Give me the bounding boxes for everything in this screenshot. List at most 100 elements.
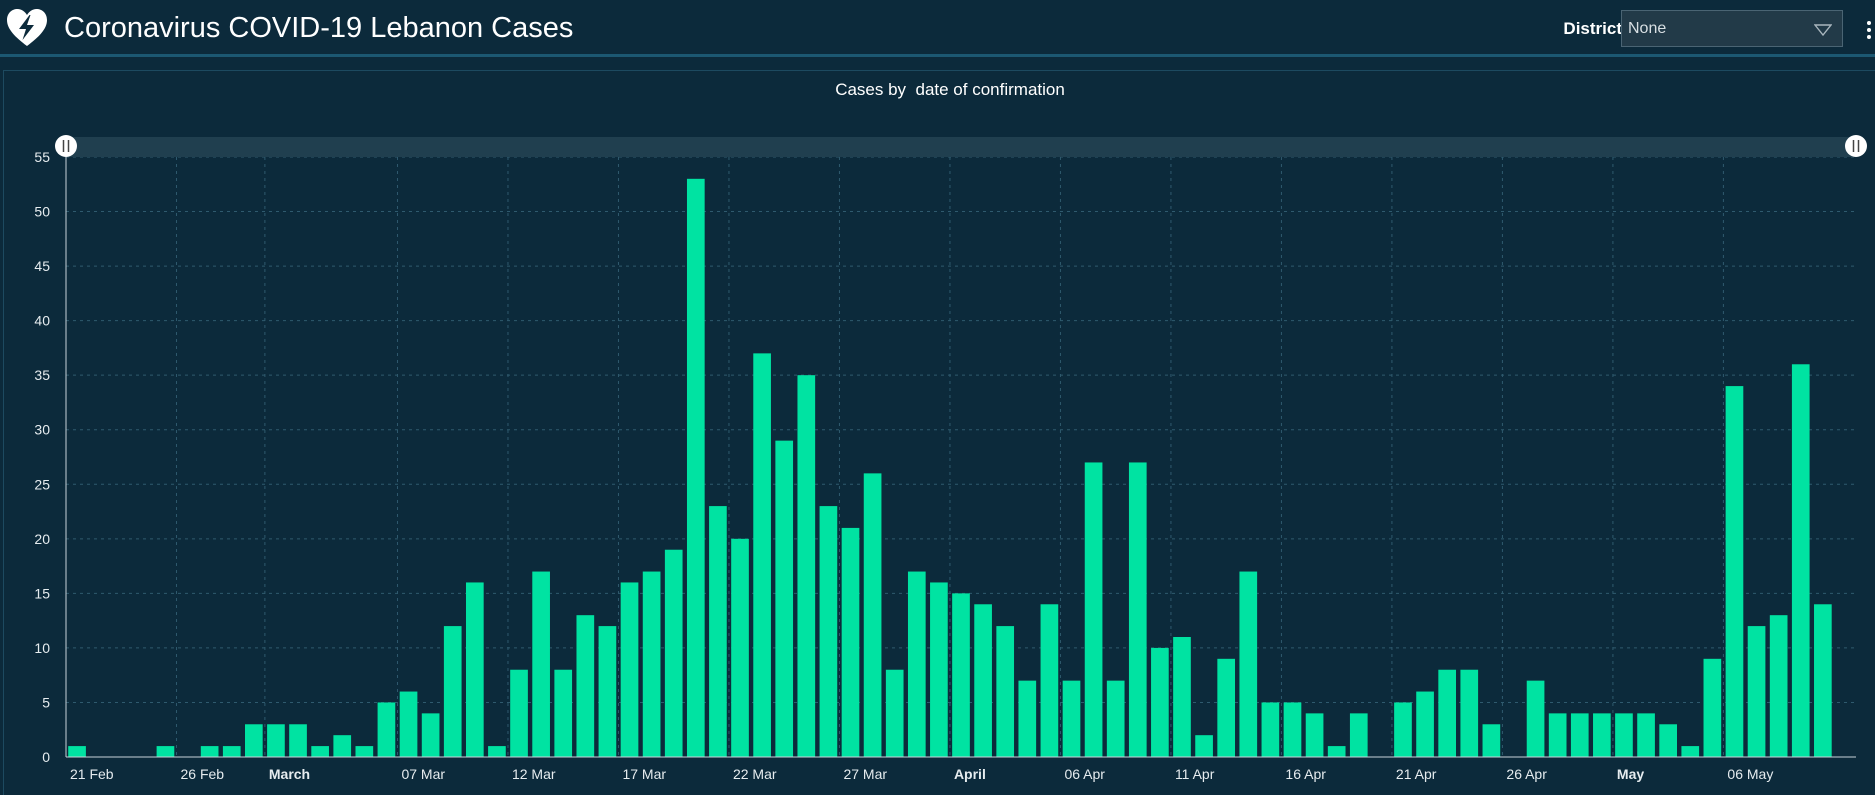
bar-2020-03-11[interactable] (488, 746, 506, 757)
bar-2020-04-09[interactable] (1128, 462, 1147, 757)
x-tick-label: 12 Mar (512, 766, 556, 782)
bar-2020-03-26[interactable] (819, 506, 838, 757)
bar-2020-03-23[interactable] (753, 353, 771, 757)
y-tick-label: 0 (42, 749, 50, 765)
bar-2020-03-04[interactable] (333, 735, 352, 757)
bar-2020-03-05[interactable] (355, 746, 374, 757)
x-tick-label: March (269, 766, 310, 782)
bar-2020-03-07[interactable] (399, 691, 418, 757)
bar-2020-04-23[interactable] (1438, 669, 1457, 757)
bar-2020-03-13[interactable] (532, 571, 550, 757)
bar-2020-04-27[interactable] (1526, 680, 1545, 757)
bar-2020-04-10[interactable] (1151, 647, 1169, 757)
bar-2020-03-10[interactable] (465, 582, 484, 757)
bar-2020-04-15[interactable] (1261, 702, 1280, 757)
x-tick-label: 21 Apr (1396, 766, 1437, 782)
bar-2020-04-24[interactable] (1460, 669, 1479, 757)
bar-2020-04-06[interactable] (1062, 680, 1081, 757)
bar-2020-04-11[interactable] (1173, 637, 1191, 757)
zoom-scroller-track[interactable] (66, 137, 1856, 157)
bar-2020-04-08[interactable] (1106, 680, 1125, 757)
bar-2020-03-02[interactable] (289, 724, 307, 757)
bar-2020-02-25[interactable] (156, 746, 175, 757)
bar-2020-03-17[interactable] (620, 582, 639, 757)
bar-2020-04-28[interactable] (1548, 713, 1567, 757)
bar-2020-02-21[interactable] (68, 746, 86, 757)
x-tick-label: 06 Apr (1064, 766, 1105, 782)
bar-2020-04-30[interactable] (1593, 713, 1611, 757)
district-dropdown[interactable]: None (1621, 10, 1843, 47)
bar-2020-03-30[interactable] (907, 571, 926, 757)
bar-2020-03-31[interactable] (930, 582, 948, 757)
heart-bolt-icon (7, 9, 47, 46)
bar-2020-04-01[interactable] (952, 593, 970, 757)
x-tick-label: 07 Mar (401, 766, 445, 782)
bar-2020-05-09[interactable] (1791, 364, 1810, 757)
bar-2020-04-25[interactable] (1482, 724, 1501, 757)
bar-2020-05-07[interactable] (1747, 626, 1766, 757)
bar-2020-04-02[interactable] (974, 604, 992, 757)
y-tick-label: 10 (34, 640, 50, 656)
district-label: District (1563, 19, 1622, 38)
bar-2020-04-29[interactable] (1570, 713, 1589, 757)
bar-2020-04-17[interactable] (1305, 713, 1324, 757)
bar-2020-04-16[interactable] (1283, 702, 1302, 757)
bar-2020-03-24[interactable] (775, 440, 794, 757)
bar-2020-03-28[interactable] (863, 473, 882, 757)
bar-2020-03-01[interactable] (267, 724, 285, 757)
bar-2020-03-29[interactable] (885, 669, 904, 757)
bar-2020-04-12[interactable] (1195, 735, 1213, 757)
bar-2020-04-13[interactable] (1217, 658, 1236, 757)
bar-2020-04-22[interactable] (1416, 691, 1434, 757)
bar-2020-05-10[interactable] (1814, 604, 1832, 757)
bar-2020-03-14[interactable] (554, 669, 573, 757)
y-tick-label: 35 (34, 367, 50, 383)
zoom-handle-right[interactable] (1845, 135, 1867, 157)
bar-2020-03-25[interactable] (797, 375, 816, 757)
bar-2020-04-05[interactable] (1040, 604, 1059, 757)
bar-2020-04-21[interactable] (1394, 702, 1412, 757)
y-tick-label: 15 (34, 585, 50, 601)
vertical-dots-icon[interactable] (1866, 20, 1872, 40)
bar-2020-03-21[interactable] (709, 506, 727, 757)
y-tick-label: 55 (34, 149, 50, 165)
bar-2020-05-08[interactable] (1769, 615, 1788, 757)
x-tick-label: April (954, 766, 986, 782)
bar-2020-03-22[interactable] (731, 538, 749, 757)
bar-2020-05-03[interactable] (1659, 724, 1677, 757)
x-tick-label: 27 Mar (843, 766, 887, 782)
bar-2020-03-27[interactable] (841, 527, 860, 757)
bar-2020-03-08[interactable] (421, 713, 440, 757)
bar-2020-02-28[interactable] (222, 746, 241, 757)
bar-2020-03-06[interactable] (377, 702, 396, 757)
x-tick-label: May (1617, 766, 1644, 782)
bar-2020-03-20[interactable] (686, 178, 705, 757)
zoom-scroller[interactable] (55, 135, 1867, 157)
bar-2020-03-15[interactable] (576, 615, 595, 757)
bar-2020-03-18[interactable] (642, 571, 661, 757)
bar-2020-03-12[interactable] (510, 669, 528, 757)
bar-2020-04-03[interactable] (996, 626, 1015, 757)
bar-2020-05-04[interactable] (1681, 746, 1700, 757)
x-tick-label: 17 Mar (622, 766, 666, 782)
chart-title: Cases by date of confirmation (835, 80, 1065, 99)
bar-2020-05-06[interactable] (1725, 386, 1744, 757)
bar-2020-04-18[interactable] (1327, 746, 1346, 757)
bar-2020-02-29[interactable] (245, 724, 263, 757)
bar-2020-05-01[interactable] (1615, 713, 1633, 757)
bar-2020-03-16[interactable] (598, 626, 617, 757)
x-tick-label: 06 May (1727, 766, 1773, 782)
bar-2020-05-02[interactable] (1637, 713, 1655, 757)
bar-2020-03-03[interactable] (311, 746, 329, 757)
bar-2020-04-19[interactable] (1349, 713, 1368, 757)
bar-2020-05-05[interactable] (1703, 658, 1722, 757)
x-tick-label: 26 Feb (180, 766, 224, 782)
bar-2020-03-09[interactable] (443, 626, 462, 757)
zoom-handle-left[interactable] (55, 135, 77, 157)
app-header: Coronavirus COVID-19 Lebanon Cases Distr… (0, 0, 1875, 57)
bar-2020-04-07[interactable] (1084, 462, 1103, 757)
bar-2020-03-19[interactable] (664, 549, 683, 757)
bar-2020-04-04[interactable] (1018, 680, 1037, 757)
bar-2020-04-14[interactable] (1239, 571, 1258, 757)
bar-2020-02-27[interactable] (200, 746, 219, 757)
